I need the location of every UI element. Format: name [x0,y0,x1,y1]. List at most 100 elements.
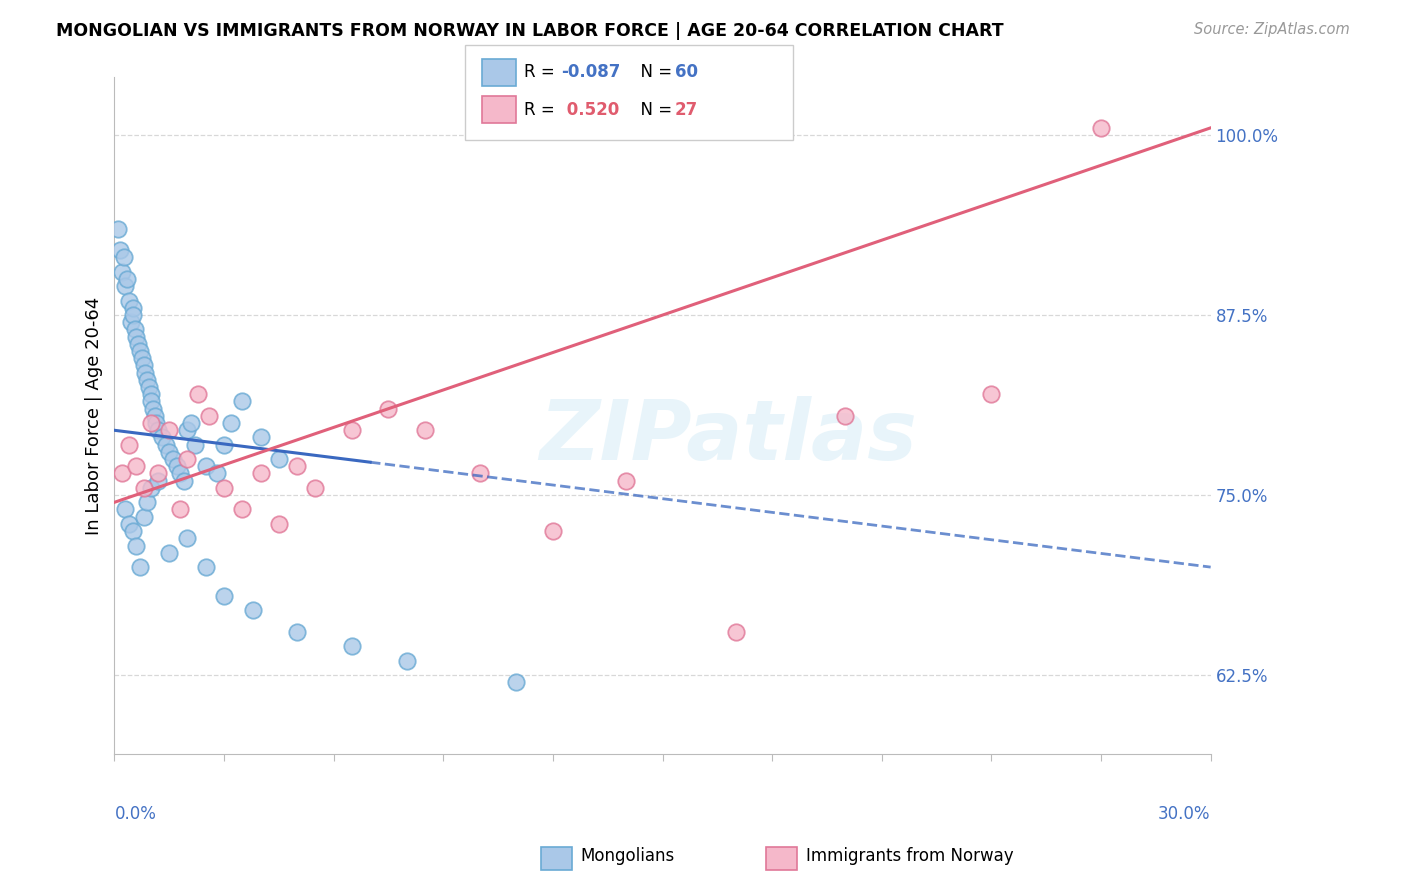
Point [120,315,142,329]
Text: -0.087: -0.087 [561,63,620,81]
Point [148,423,170,437]
Point [115,272,138,286]
Point [148,467,170,481]
Text: R =: R = [524,101,561,119]
Point [132,481,155,495]
Point [136,373,159,387]
Point [212,438,235,452]
Point [176,531,198,545]
Point [111,265,134,279]
Point [127,337,149,351]
Point [212,481,235,495]
Text: N =: N = [630,101,678,119]
Point [114,502,136,516]
Point [155,438,177,452]
Point [121,524,143,538]
Point [125,329,148,343]
Point [194,459,217,474]
Point [395,654,418,668]
Point [834,409,856,423]
Point [614,474,637,488]
Text: 27: 27 [675,101,699,119]
Text: Source: ZipAtlas.com: Source: ZipAtlas.com [1194,22,1350,37]
Y-axis label: In Labor Force | Age 20-64: In Labor Force | Age 20-64 [86,297,103,535]
Point [166,459,188,474]
Point [187,387,209,401]
Point [134,366,156,380]
Text: MONGOLIAN VS IMMIGRANTS FROM NORWAY IN LABOR FORCE | AGE 20-64 CORRELATION CHART: MONGOLIAN VS IMMIGRANTS FROM NORWAY IN L… [56,22,1004,40]
Point [121,301,143,315]
Point [150,430,173,444]
Point [176,423,198,437]
Point [132,509,155,524]
Point [413,423,436,437]
Point [139,416,162,430]
Text: Immigrants from Norway: Immigrants from Norway [806,847,1014,865]
Point [139,481,162,495]
Point [377,401,399,416]
Point [162,452,184,467]
Point [173,474,195,488]
Point [980,387,1002,401]
Point [184,438,207,452]
Point [118,516,141,531]
Point [231,502,253,516]
Point [114,279,136,293]
Point [285,624,308,639]
Point [304,481,326,495]
Text: ZIPatlas: ZIPatlas [540,396,917,476]
Point [145,416,167,430]
Point [139,387,162,401]
Point [242,603,264,617]
Point [131,351,153,366]
Point [231,394,253,409]
Point [221,416,243,430]
Point [169,502,191,516]
Point [129,344,152,359]
Text: 60: 60 [675,63,697,81]
Point [157,445,180,459]
Point [205,467,228,481]
Point [249,430,271,444]
Point [112,251,135,265]
Point [108,244,131,258]
Point [139,394,162,409]
Point [267,452,290,467]
Text: 30.0%: 30.0% [1159,805,1211,822]
Point [194,560,217,574]
Text: N =: N = [630,63,678,81]
Point [724,624,747,639]
Point [267,516,290,531]
Point [132,359,155,373]
Point [111,467,134,481]
Point [180,416,202,430]
Point [1090,120,1112,135]
Point [169,467,191,481]
Text: 0.520: 0.520 [561,101,619,119]
Point [118,293,141,308]
Point [157,546,180,560]
Point [505,675,527,690]
Point [125,459,148,474]
Point [157,423,180,437]
Point [142,401,165,416]
Point [124,322,146,336]
Point [468,467,491,481]
Point [285,459,308,474]
Point [118,438,141,452]
Text: Mongolians: Mongolians [581,847,675,865]
Point [125,539,148,553]
Point [212,589,235,603]
Point [148,474,170,488]
Point [121,308,143,322]
Point [107,221,129,235]
Point [138,380,160,394]
Point [198,409,221,423]
Point [340,640,363,654]
Point [176,452,198,467]
Text: R =: R = [524,63,561,81]
Point [541,524,564,538]
Point [249,467,271,481]
Point [136,495,159,509]
Point [143,409,166,423]
